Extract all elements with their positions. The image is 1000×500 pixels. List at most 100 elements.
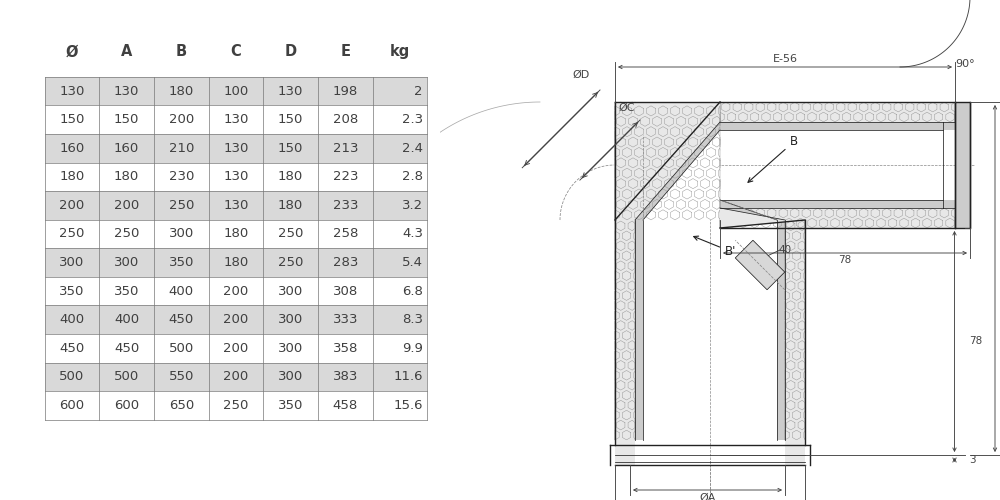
Text: 333: 333: [333, 313, 358, 326]
Text: E: E: [340, 44, 350, 60]
Text: 250: 250: [278, 256, 303, 269]
Text: 180: 180: [114, 170, 139, 183]
Text: 150: 150: [114, 113, 139, 126]
Text: 40: 40: [778, 245, 792, 255]
Text: 180: 180: [278, 199, 303, 212]
Text: 400: 400: [59, 313, 84, 326]
Text: 250: 250: [223, 399, 249, 412]
Text: 300: 300: [59, 256, 85, 269]
Text: 200: 200: [223, 370, 249, 384]
Text: 100: 100: [223, 84, 249, 98]
Bar: [635, 220, 643, 440]
Bar: [785, 220, 805, 465]
Bar: [45, 191, 427, 220]
Text: 90°: 90°: [955, 59, 975, 69]
Text: 160: 160: [114, 142, 139, 154]
Text: 200: 200: [223, 313, 249, 326]
Bar: [720, 130, 955, 200]
Text: 300: 300: [278, 342, 303, 354]
Text: 78: 78: [970, 336, 983, 346]
Text: B: B: [748, 135, 798, 182]
Bar: [45, 77, 427, 106]
Polygon shape: [735, 240, 785, 290]
Text: 450: 450: [114, 342, 139, 354]
Text: 208: 208: [333, 113, 358, 126]
Text: 15.6: 15.6: [393, 399, 423, 412]
Text: 300: 300: [278, 284, 303, 298]
Text: 450: 450: [59, 342, 85, 354]
Text: 150: 150: [59, 113, 85, 126]
Text: 650: 650: [169, 399, 194, 412]
Bar: [720, 102, 955, 122]
Polygon shape: [720, 200, 785, 220]
Text: 550: 550: [169, 370, 194, 384]
Text: 230: 230: [169, 170, 194, 183]
Text: 200: 200: [169, 113, 194, 126]
Text: kg: kg: [390, 44, 410, 60]
Text: B': B': [694, 236, 736, 258]
Text: ØD: ØD: [573, 70, 590, 80]
Text: 2.8: 2.8: [402, 170, 423, 183]
Text: 130: 130: [114, 84, 139, 98]
Text: 160: 160: [59, 142, 85, 154]
Text: 458: 458: [333, 399, 358, 412]
Text: 250: 250: [278, 228, 303, 240]
Text: 308: 308: [333, 284, 358, 298]
Text: 3: 3: [970, 455, 976, 465]
Text: 5.4: 5.4: [402, 256, 423, 269]
Text: 8.3: 8.3: [402, 313, 423, 326]
Text: 400: 400: [169, 284, 194, 298]
Text: 500: 500: [59, 370, 85, 384]
Polygon shape: [615, 102, 720, 220]
Bar: [45, 248, 427, 277]
Text: 2.4: 2.4: [402, 142, 423, 154]
Text: 383: 383: [333, 370, 358, 384]
Bar: [955, 102, 970, 228]
Text: A: A: [121, 44, 132, 60]
Bar: [720, 208, 955, 228]
Text: 233: 233: [333, 199, 358, 212]
Text: 300: 300: [114, 256, 139, 269]
Polygon shape: [635, 122, 720, 220]
Text: 150: 150: [278, 113, 303, 126]
Text: 130: 130: [223, 170, 249, 183]
Text: 450: 450: [169, 313, 194, 326]
Text: 213: 213: [333, 142, 358, 154]
Text: 130: 130: [278, 84, 303, 98]
Text: Ø: Ø: [66, 44, 78, 60]
Text: 2.3: 2.3: [402, 113, 423, 126]
Text: 9.9: 9.9: [402, 342, 423, 354]
Bar: [720, 200, 955, 208]
Text: 300: 300: [278, 370, 303, 384]
Polygon shape: [615, 102, 805, 228]
Text: 200: 200: [59, 199, 85, 212]
Text: 198: 198: [333, 84, 358, 98]
Text: 78: 78: [838, 255, 852, 265]
Text: 180: 180: [223, 256, 249, 269]
Text: 130: 130: [59, 84, 85, 98]
Text: 300: 300: [278, 313, 303, 326]
Text: 250: 250: [59, 228, 85, 240]
Text: 200: 200: [223, 342, 249, 354]
Text: 350: 350: [59, 284, 85, 298]
Text: 358: 358: [333, 342, 358, 354]
Text: 210: 210: [169, 142, 194, 154]
Text: 350: 350: [278, 399, 303, 412]
Text: 200: 200: [114, 199, 139, 212]
Text: 3.2: 3.2: [402, 199, 423, 212]
Text: 150: 150: [278, 142, 303, 154]
Bar: [45, 362, 427, 391]
Text: 180: 180: [278, 170, 303, 183]
Text: 6.8: 6.8: [402, 284, 423, 298]
Text: 4.3: 4.3: [402, 228, 423, 240]
Bar: [45, 134, 427, 162]
Text: 11.6: 11.6: [393, 370, 423, 384]
Text: 250: 250: [114, 228, 139, 240]
Text: ØC: ØC: [618, 103, 635, 113]
Text: 180: 180: [59, 170, 85, 183]
Text: D: D: [285, 44, 297, 60]
Text: 250: 250: [169, 199, 194, 212]
Text: 500: 500: [114, 370, 139, 384]
Text: 2: 2: [414, 84, 423, 98]
Text: 258: 258: [333, 228, 358, 240]
